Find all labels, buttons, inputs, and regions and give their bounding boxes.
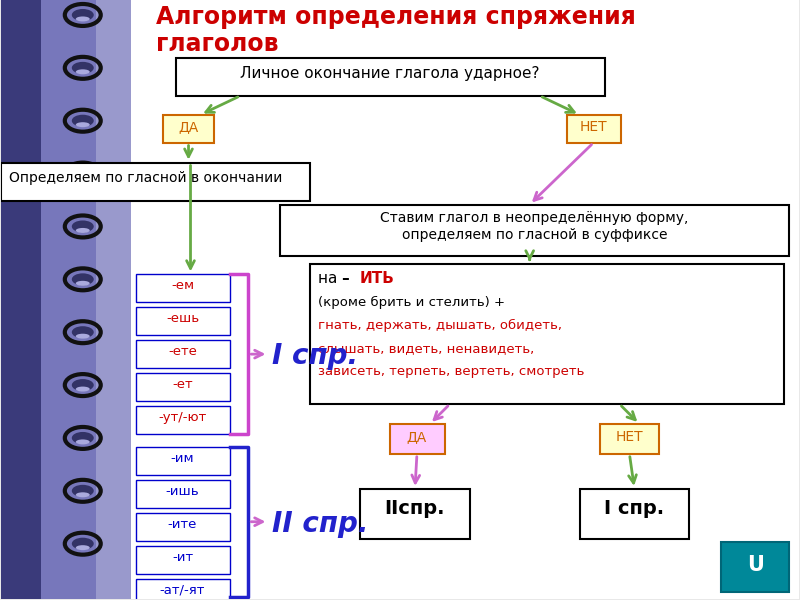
Ellipse shape [76,439,90,445]
Text: Определяем по гласной в окончании: Определяем по гласной в окончании [9,170,282,185]
FancyBboxPatch shape [722,542,789,592]
FancyBboxPatch shape [310,265,784,404]
Ellipse shape [76,281,90,286]
FancyBboxPatch shape [280,205,789,256]
FancyBboxPatch shape [41,0,96,599]
Text: II спр.: II спр. [272,510,369,538]
Text: на: на [318,271,342,286]
Ellipse shape [72,9,94,21]
Ellipse shape [76,16,90,22]
FancyBboxPatch shape [130,0,799,599]
Ellipse shape [76,228,90,233]
Ellipse shape [72,326,94,338]
Ellipse shape [76,386,90,392]
Text: Личное окончание глагола ударное?: Личное окончание глагола ударное? [240,66,540,81]
Text: IIспр.: IIспр. [385,499,446,518]
FancyBboxPatch shape [136,406,230,434]
FancyBboxPatch shape [136,373,230,401]
Text: НЕТ: НЕТ [580,120,607,134]
Ellipse shape [76,175,90,180]
FancyBboxPatch shape [579,489,690,539]
FancyBboxPatch shape [162,115,214,143]
Ellipse shape [72,485,94,497]
Text: -ет: -ет [172,378,193,391]
Ellipse shape [76,493,90,497]
Text: I спр.: I спр. [604,499,665,518]
FancyBboxPatch shape [136,340,230,368]
Text: -ешь: -ешь [166,312,199,325]
FancyBboxPatch shape [1,163,310,200]
Ellipse shape [76,70,90,74]
FancyBboxPatch shape [136,274,230,302]
Text: (кроме брить и стелить) +: (кроме брить и стелить) + [318,296,505,310]
Ellipse shape [76,122,90,127]
FancyBboxPatch shape [136,545,230,574]
Text: глаголов: глаголов [155,32,278,56]
FancyBboxPatch shape [360,489,470,539]
Text: -ат/-ят: -ат/-ят [160,584,206,596]
FancyBboxPatch shape [1,0,41,599]
FancyBboxPatch shape [136,447,230,475]
Ellipse shape [72,274,94,286]
Text: –: – [342,271,355,286]
Ellipse shape [72,62,94,74]
Text: -ишь: -ишь [166,485,199,498]
Ellipse shape [72,379,94,391]
Text: -ете: -ете [168,345,197,358]
Text: Ставим глагол в неопределённую форму,
определяем по гласной в суффиксе: Ставим глагол в неопределённую форму, оп… [381,211,689,242]
FancyBboxPatch shape [390,424,445,454]
FancyBboxPatch shape [136,513,230,541]
FancyBboxPatch shape [175,58,605,96]
Text: U: U [746,554,763,575]
FancyBboxPatch shape [136,307,230,335]
Text: -ут/-ют: -ут/-ют [158,411,206,424]
Text: -им: -им [170,452,194,465]
Text: слышать, видеть, ненавидеть,: слышать, видеть, ненавидеть, [318,342,534,355]
Text: -ит: -ит [172,551,193,563]
Ellipse shape [76,334,90,338]
Text: зависеть, терпеть, вертеть, смотреть: зависеть, терпеть, вертеть, смотреть [318,365,585,378]
Text: ДА: ДА [407,430,427,444]
Ellipse shape [76,545,90,550]
FancyBboxPatch shape [136,480,230,508]
FancyBboxPatch shape [96,0,130,599]
Text: I спр.: I спр. [272,342,358,370]
Ellipse shape [72,538,94,550]
Ellipse shape [72,432,94,444]
Text: НЕТ: НЕТ [616,430,643,444]
Text: ДА: ДА [178,120,198,134]
FancyBboxPatch shape [136,578,230,600]
Text: ИТЬ: ИТЬ [360,271,395,286]
Ellipse shape [72,220,94,232]
FancyBboxPatch shape [1,0,130,599]
FancyBboxPatch shape [599,424,659,454]
FancyBboxPatch shape [566,115,622,143]
Text: гнать, держать, дышать, обидеть,: гнать, держать, дышать, обидеть, [318,319,562,332]
Text: -ем: -ем [171,280,194,292]
Text: -ите: -ите [168,518,198,531]
Ellipse shape [72,167,94,179]
Ellipse shape [72,115,94,127]
Text: Алгоритм определения спряжения: Алгоритм определения спряжения [155,5,635,29]
